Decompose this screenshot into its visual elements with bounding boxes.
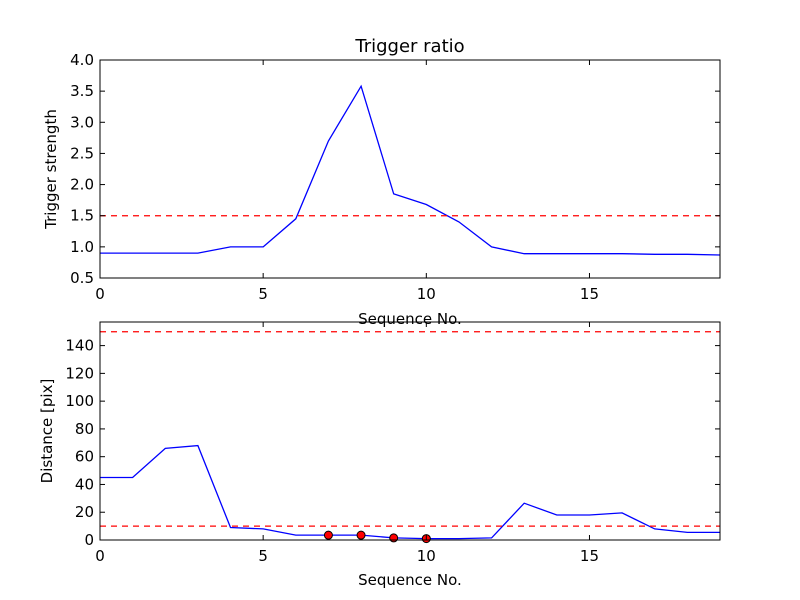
series-line <box>100 84 721 256</box>
x-tick-label: 15 <box>580 547 599 565</box>
y-axis-label: Distance [pix] <box>38 379 56 484</box>
x-tick-label: 10 <box>417 547 436 565</box>
data-point-marker <box>323 530 333 540</box>
x-axis-label: Sequence No. <box>358 310 462 328</box>
y-tick-label: 80 <box>75 420 94 438</box>
x-axis-label: Sequence No. <box>358 571 462 589</box>
y-tick-label: 2.5 <box>70 144 94 162</box>
distance-chart: 0 5 10 15 0 20 40 60 80 100 120 140 Sequence No. Dist… <box>38 321 721 589</box>
y-tick-label: 3.0 <box>70 113 94 131</box>
y-tick-label: 2.0 <box>70 176 94 194</box>
x-tick-label: 5 <box>258 547 268 565</box>
y-tick-label: 20 <box>75 503 94 521</box>
y-tick-label: 1.0 <box>70 238 94 256</box>
axes-frame <box>99 59 721 279</box>
x-tick-label: 0 <box>95 547 105 565</box>
y-tick-label: 4.0 <box>70 51 94 69</box>
data-point-marker <box>356 530 366 540</box>
x-tick-label: 5 <box>258 285 268 303</box>
y-tick-label: 100 <box>65 392 94 410</box>
series-line <box>100 444 720 540</box>
y-tick-label: 1.5 <box>70 207 94 225</box>
y-axis-label: Trigger strength <box>42 109 60 230</box>
y-tick-label: 0.5 <box>70 269 94 287</box>
y-tick-label: 40 <box>75 475 94 493</box>
trigger-ratio-chart: 0 5 10 15 0.5 1.0 1.5 2.0 2.5 3.0 3.5 4.0 Trigger ra… <box>42 36 721 328</box>
y-tick-label: 120 <box>65 364 94 382</box>
y-tick-label: 3.5 <box>70 82 94 100</box>
chart-title: Trigger ratio <box>354 36 464 57</box>
y-tick-label: 0 <box>84 531 94 549</box>
x-tick-label: 0 <box>95 285 105 303</box>
data-point-marker <box>389 533 399 543</box>
y-tick-label: 140 <box>65 337 94 355</box>
y-tick-label: 60 <box>75 448 94 466</box>
x-tick-label: 10 <box>417 285 436 303</box>
x-tick-label: 15 <box>580 285 599 303</box>
axes-frame <box>99 321 721 541</box>
